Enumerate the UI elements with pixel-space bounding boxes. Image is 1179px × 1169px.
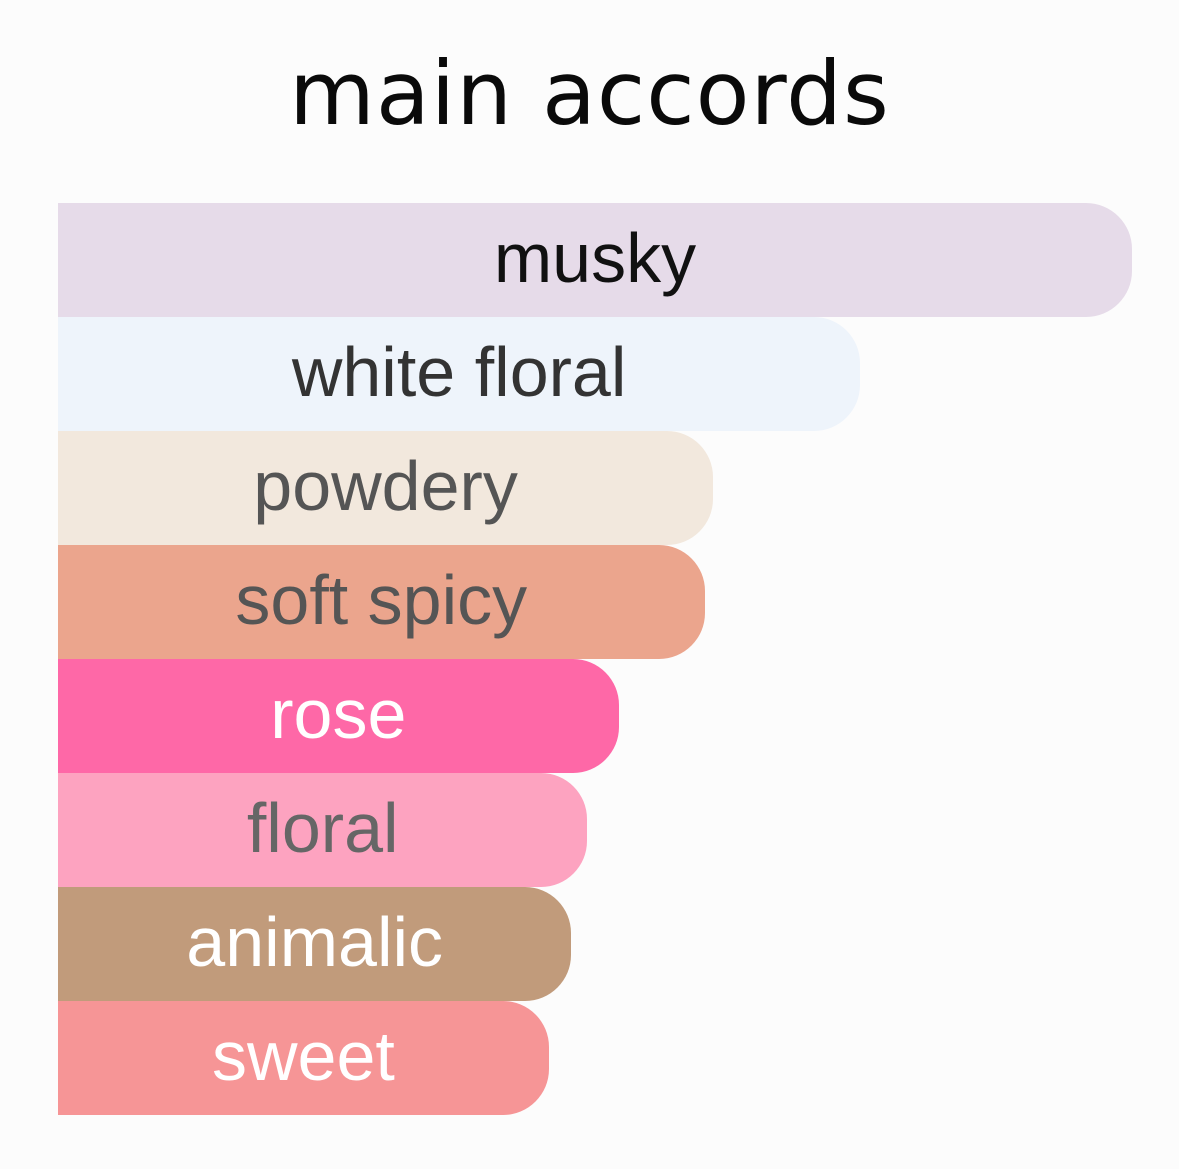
- accord-label: sweet: [211, 1017, 395, 1095]
- accords-bar-chart: musky white floral powdery soft spicy rose fl…: [58, 203, 1132, 1115]
- accord-bar-rose: rose: [58, 659, 619, 773]
- accord-bar-animalic: animalic: [58, 887, 572, 1001]
- accord-bar-white-floral: white floral: [58, 317, 861, 431]
- accord-bar-floral: floral: [58, 773, 588, 887]
- accord-bar-sweet: sweet: [58, 1001, 549, 1115]
- accord-label: soft spicy: [235, 561, 528, 639]
- accord-label: floral: [246, 789, 399, 867]
- accord-bar-soft-spicy: soft spicy: [58, 545, 705, 659]
- chart-title: main accords: [289, 42, 890, 145]
- accord-bar-musky: musky: [58, 203, 1132, 317]
- accord-label: white floral: [291, 333, 627, 411]
- accord-bar-powdery: powdery: [58, 431, 714, 545]
- accord-label: powdery: [253, 447, 518, 525]
- accord-label: animalic: [186, 903, 444, 981]
- accord-label: rose: [270, 675, 407, 753]
- accord-label: musky: [493, 219, 697, 297]
